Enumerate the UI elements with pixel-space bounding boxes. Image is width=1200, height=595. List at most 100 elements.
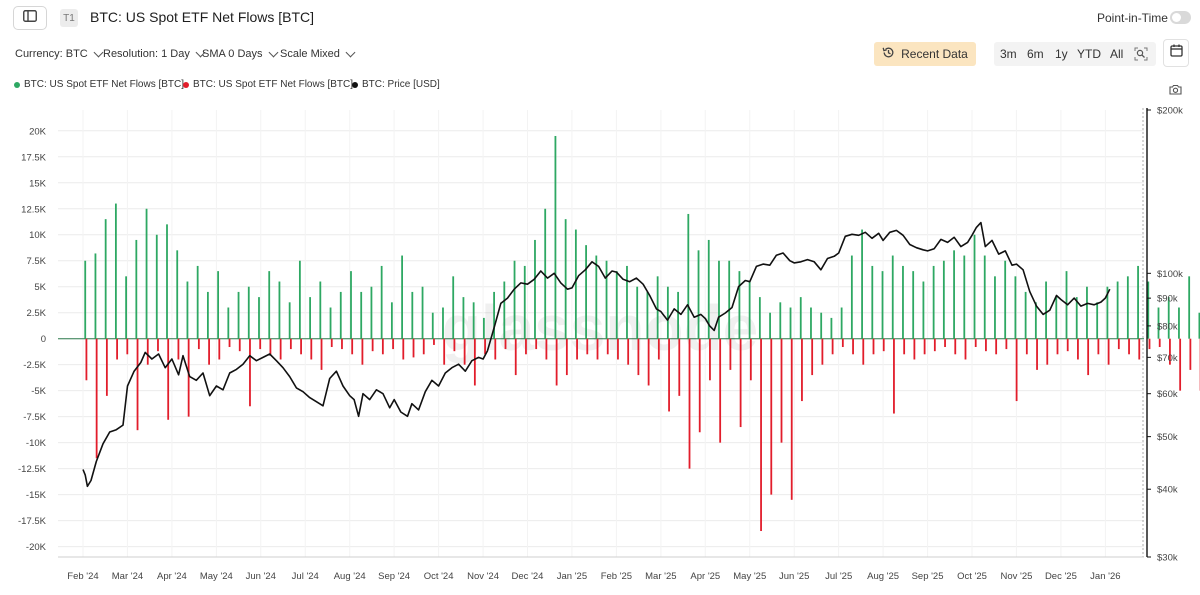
inflow-bar <box>1167 297 1170 339</box>
outflow-bar <box>381 338 384 355</box>
y-left-tick-label: 5K <box>34 282 46 293</box>
inflow-bar <box>1045 281 1047 339</box>
y-left-tick-label: 0 <box>41 334 46 345</box>
outflow-bar <box>463 338 466 365</box>
x-tick-label: Jan '25 <box>557 571 587 582</box>
range-ytd-button[interactable]: YTD <box>1077 47 1101 61</box>
inflow-bar <box>789 307 792 339</box>
inflow-bar <box>452 276 455 339</box>
inflow-bar <box>390 302 393 339</box>
sma-dropdown[interactable]: SMA 0 Days <box>202 47 278 60</box>
y-left-tick-label: -7.5K <box>23 412 46 423</box>
currency-dropdown[interactable]: Currency: BTC <box>15 47 104 60</box>
outflow-bar <box>688 338 691 469</box>
y-right-tick-label: $80k <box>1157 321 1178 332</box>
outflow-bar <box>351 338 354 355</box>
legend-item-price[interactable]: BTC: Price [USD] <box>352 79 440 90</box>
outflow-bar <box>668 338 670 412</box>
y-left-tick-label: 2.5K <box>26 308 46 319</box>
point-in-time-toggle[interactable] <box>1170 11 1191 24</box>
inflow-bar <box>973 234 976 339</box>
inflow-bar <box>319 281 322 339</box>
inflow-bar <box>942 260 945 339</box>
range-all-button[interactable]: All <box>1110 47 1124 61</box>
price-line <box>82 221 1111 488</box>
inflow-bar <box>431 312 434 339</box>
range-selector: 3m 6m 1y YTD All <box>994 42 1156 66</box>
outflow-bar <box>985 338 987 352</box>
outflow-bar <box>116 338 118 360</box>
y-right-tick-label: $90k <box>1157 294 1178 305</box>
x-tick-label: Dec '25 <box>1045 571 1077 582</box>
outflow-bar <box>933 338 936 352</box>
inflow-bar <box>554 135 557 339</box>
outflow-bar <box>300 338 302 355</box>
outflow-bar <box>565 338 568 376</box>
x-tick-label: Nov '24 <box>467 571 499 582</box>
zoom-button[interactable] <box>1134 47 1148 64</box>
outflow-bar <box>974 338 977 348</box>
inflow-bar <box>574 229 577 339</box>
outflow-bar <box>1148 338 1151 350</box>
inflow-bar <box>1147 281 1150 339</box>
outflow-bar <box>208 338 210 365</box>
inflow-bar <box>155 234 158 339</box>
outflow-bar <box>893 338 895 414</box>
outflow-bar <box>657 338 660 360</box>
outflow-bar <box>218 338 221 360</box>
recent-data-button[interactable]: Recent Data <box>874 42 976 66</box>
outflow-bar <box>279 338 282 360</box>
resolution-dropdown[interactable]: Resolution: 1 Day <box>103 47 206 60</box>
inflow-bar <box>605 260 608 339</box>
y-left-tick-label: -5K <box>31 386 46 397</box>
outflow-bar <box>1005 338 1008 350</box>
inflow-bar <box>482 317 485 339</box>
inflow-bar <box>564 219 567 339</box>
history-icon <box>882 46 895 62</box>
outflow-bar <box>923 338 926 355</box>
inflow-bar <box>769 312 771 339</box>
inflow-bar <box>125 276 128 339</box>
range-6m-button[interactable]: 6m <box>1027 47 1044 61</box>
outflow-bar <box>637 338 640 376</box>
calendar-button[interactable] <box>1163 39 1189 67</box>
range-1y-button[interactable]: 1y <box>1055 47 1068 61</box>
resolution-label: Resolution: 1 Day <box>103 48 190 60</box>
outflow-bar <box>606 338 609 355</box>
inflow-bar <box>666 286 669 339</box>
outflow-bar <box>760 338 762 532</box>
outflow-bar <box>433 338 435 345</box>
inflow-bar <box>462 297 465 339</box>
outflow-bar <box>177 338 180 360</box>
y-left-tick-label: -2.5K <box>23 360 46 371</box>
x-tick-label: Aug '24 <box>334 571 366 582</box>
inflow-bar <box>840 307 843 339</box>
outflow-bar <box>1087 338 1090 376</box>
outflow-bar <box>1066 338 1069 352</box>
outflow-bar <box>187 338 190 417</box>
inflow-bar <box>268 271 271 339</box>
legend-item-outflows[interactable]: BTC: US Spot ETF Net Flows [BTC] <box>183 79 353 90</box>
range-3m-button[interactable]: 3m <box>1000 47 1017 61</box>
sidebar-toggle-button[interactable] <box>13 6 47 30</box>
outflow-bar <box>555 338 558 386</box>
outflow-bar <box>811 338 814 376</box>
inflow-bar <box>1116 281 1119 339</box>
outflow-bar <box>525 338 527 355</box>
scale-dropdown[interactable]: Scale Mixed <box>280 47 356 60</box>
inflow-bar <box>902 265 904 339</box>
outflow-bar <box>392 338 394 350</box>
inflow-bar <box>758 297 761 339</box>
outflow-bar <box>913 338 916 360</box>
inflow-bar <box>707 239 710 339</box>
outflow-bar <box>146 338 149 365</box>
legend-label: BTC: US Spot ETF Net Flows [BTC] <box>24 79 185 90</box>
inflow-bar <box>206 291 209 339</box>
etf-flows-chart: glassnode 20K17.5K15K12.5K10K7.5K5K2.5K0… <box>18 106 1200 582</box>
screenshot-button[interactable] <box>1169 82 1182 100</box>
outflow-bar <box>1015 338 1018 402</box>
chevron-down-icon <box>345 47 356 57</box>
inflow-bar <box>523 265 526 339</box>
legend-item-inflows[interactable]: BTC: US Spot ETF Net Flows [BTC] <box>14 79 184 90</box>
inflow-bar <box>728 260 731 339</box>
